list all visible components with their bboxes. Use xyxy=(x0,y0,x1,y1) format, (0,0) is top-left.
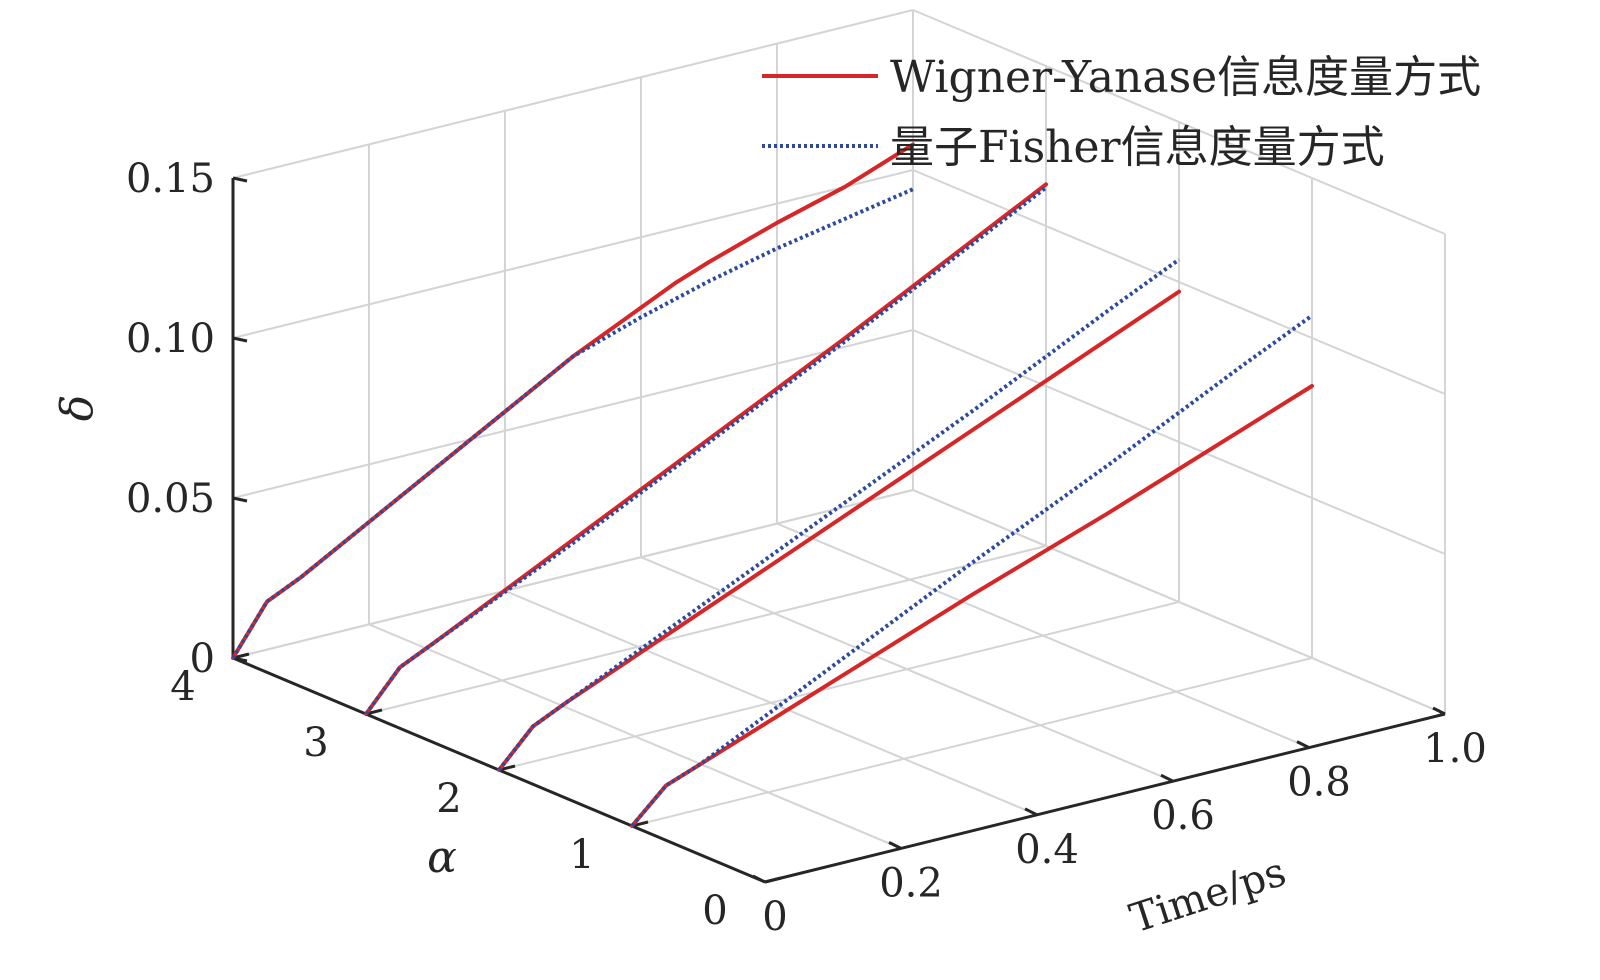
x-axis-label: Time/ps xyxy=(1124,849,1291,942)
legend-label-wy: Wigner-Yanase信息度量方式 xyxy=(890,52,1481,103)
grid-side-delta xyxy=(912,9,1446,235)
series-line-alpha1-wy xyxy=(630,384,1314,828)
z-tick-mark xyxy=(232,336,248,343)
z-tick-mark xyxy=(232,176,248,183)
legend: Wigner-Yanase信息度量方式 量子Fisher信息度量方式 xyxy=(762,52,1481,173)
x-tick-label: 0.4 xyxy=(1015,827,1079,873)
series-line-alpha2-qf xyxy=(497,257,1181,772)
grid-back-delta xyxy=(232,489,914,659)
y-tick-label: 4 xyxy=(170,664,195,710)
x-tick-label: 0.2 xyxy=(879,860,943,906)
y-tick-label: 3 xyxy=(303,720,328,766)
grid-floor-alpha xyxy=(631,657,1313,827)
z-tick-label: 0.10 xyxy=(126,316,215,362)
z-tick-label: 0 xyxy=(190,636,215,682)
x-tick-mark xyxy=(752,874,766,884)
x-tick-mark xyxy=(1160,773,1174,783)
y-tick-label: 2 xyxy=(436,776,461,822)
legend-label-qf: 量子Fisher信息度量方式 xyxy=(890,122,1385,173)
x-axis-line xyxy=(764,712,1446,884)
grid-floor-alpha xyxy=(365,545,1047,715)
z-tick-label: 0.15 xyxy=(126,156,215,202)
y-axis-label: α xyxy=(427,832,457,883)
grid-back-delta xyxy=(232,169,914,339)
y-tick-mark xyxy=(764,876,782,884)
x-tick-mark xyxy=(888,841,902,850)
grid-side-delta xyxy=(912,329,1446,555)
z-tick-mark xyxy=(232,656,248,663)
series-line-alpha1-qf xyxy=(630,313,1314,828)
x-tick-label: 0 xyxy=(762,894,787,940)
z-axis-label: δ xyxy=(52,395,103,422)
x-tick-label: 0.8 xyxy=(1287,760,1351,806)
x-tick-label: 0.6 xyxy=(1151,793,1215,839)
grid-back-delta xyxy=(232,9,914,179)
grid-side-delta xyxy=(912,489,1446,715)
series-line-alpha4-qf xyxy=(231,187,914,660)
series-line-alpha3-wy xyxy=(364,182,1048,716)
grid-floor-alpha xyxy=(498,601,1180,771)
grid-side-delta xyxy=(912,169,1446,395)
series-lines xyxy=(231,142,1314,828)
grid-back-delta xyxy=(232,329,914,499)
x-tick-mark xyxy=(1296,740,1310,749)
z-tick-mark xyxy=(232,496,248,503)
z-tick-label: 0.05 xyxy=(126,476,215,522)
x-tick-mark xyxy=(1024,807,1038,817)
series-line-alpha4-wy xyxy=(231,142,915,660)
x-tick-label: 1.0 xyxy=(1423,726,1487,772)
y-tick-label: 0 xyxy=(702,888,727,934)
y-tick-label: 1 xyxy=(569,832,594,878)
x-tick-mark xyxy=(1432,706,1446,716)
